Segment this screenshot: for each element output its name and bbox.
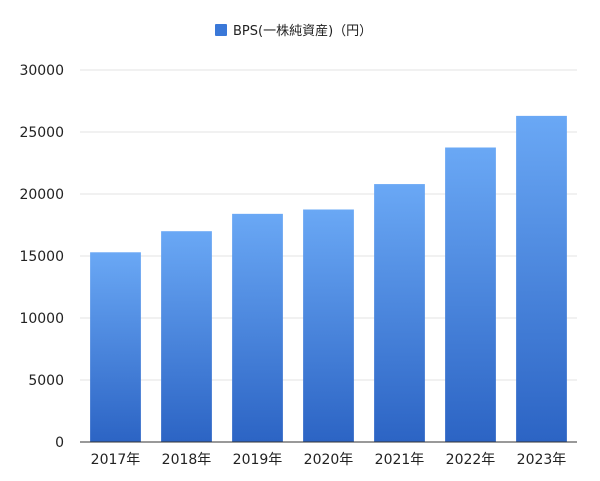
x-tick-label: 2022年 bbox=[446, 452, 496, 468]
bar-2017年 bbox=[90, 252, 141, 442]
x-tick-label: 2019年 bbox=[233, 452, 283, 468]
bars bbox=[90, 115, 567, 442]
bar-2023年 bbox=[516, 115, 567, 442]
bar-2022年 bbox=[445, 147, 496, 442]
x-axis-ticks: 2017年 2018年 2019年 2020年 2021年 2022年 2023年 bbox=[91, 452, 567, 468]
legend-label: BPS(一株純資産)（円） bbox=[233, 23, 372, 39]
x-tick-label: 2021年 bbox=[375, 452, 425, 468]
bar-2021年 bbox=[374, 184, 425, 442]
x-tick-label: 2018年 bbox=[162, 452, 212, 468]
y-tick-label: 25000 bbox=[19, 125, 64, 141]
y-tick-label: 30000 bbox=[19, 63, 64, 79]
legend: BPS(一株純資産)（円） bbox=[215, 23, 372, 39]
x-tick-label: 2017年 bbox=[91, 452, 141, 468]
bar-2020年 bbox=[303, 209, 354, 442]
x-tick-label: 2023年 bbox=[517, 452, 567, 468]
y-tick-label: 0 bbox=[55, 435, 64, 451]
y-tick-label: 15000 bbox=[19, 249, 64, 265]
bar-2019年 bbox=[232, 213, 283, 442]
legend-swatch bbox=[215, 24, 227, 36]
y-axis-ticks: 0 5000 10000 15000 20000 25000 30000 bbox=[19, 63, 64, 451]
x-tick-label: 2020年 bbox=[304, 452, 354, 468]
bar-2018年 bbox=[161, 231, 212, 442]
y-tick-label: 20000 bbox=[19, 187, 64, 203]
y-tick-label: 10000 bbox=[19, 311, 64, 327]
y-tick-label: 5000 bbox=[28, 373, 64, 389]
